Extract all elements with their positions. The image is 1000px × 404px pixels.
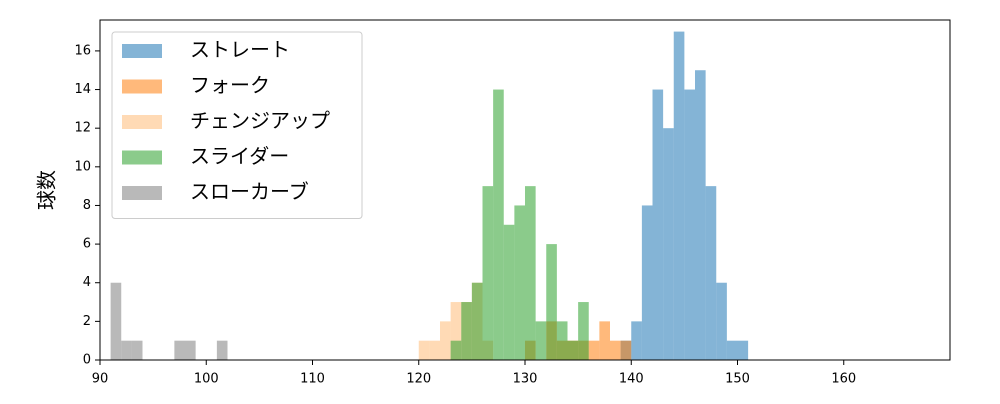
x-tick-label: 110 bbox=[300, 372, 325, 387]
bar bbox=[131, 340, 143, 360]
y-axis-label: 球数 bbox=[35, 170, 59, 210]
y-tick-label: 10 bbox=[74, 159, 91, 174]
bar bbox=[482, 186, 494, 360]
bar bbox=[684, 89, 695, 360]
y-tick-label: 14 bbox=[74, 82, 91, 97]
x-tick-label: 160 bbox=[831, 372, 856, 387]
x-tick-label: 130 bbox=[513, 372, 538, 387]
bar bbox=[418, 340, 430, 360]
bar bbox=[578, 302, 589, 360]
legend-swatch bbox=[122, 186, 162, 200]
bar bbox=[525, 186, 536, 360]
bar bbox=[695, 70, 706, 361]
bar bbox=[461, 302, 472, 360]
bar bbox=[450, 302, 462, 360]
y-tick-label: 12 bbox=[74, 121, 91, 136]
bar bbox=[174, 340, 185, 360]
bar bbox=[110, 282, 122, 360]
bar bbox=[503, 224, 515, 360]
bar bbox=[514, 205, 525, 360]
x-tick-label: 150 bbox=[725, 372, 750, 387]
bar bbox=[185, 340, 196, 360]
bar bbox=[429, 340, 440, 360]
bar bbox=[216, 340, 228, 360]
bar bbox=[716, 282, 727, 360]
x-tick-label: 140 bbox=[619, 372, 644, 387]
bar bbox=[588, 340, 600, 360]
bar bbox=[673, 31, 685, 360]
x-tick-label: 100 bbox=[194, 372, 219, 387]
x-tick-label: 90 bbox=[92, 372, 109, 387]
bar bbox=[663, 128, 674, 360]
y-tick-label: 8 bbox=[83, 198, 91, 213]
bar bbox=[610, 340, 621, 360]
bar bbox=[546, 244, 557, 360]
bar bbox=[440, 321, 451, 360]
bar bbox=[450, 340, 462, 360]
legend-swatch bbox=[122, 44, 162, 58]
bar bbox=[652, 89, 664, 360]
bar bbox=[599, 321, 610, 360]
legend-swatch bbox=[122, 115, 162, 129]
bar bbox=[493, 89, 504, 360]
bar bbox=[737, 340, 749, 360]
bar bbox=[631, 321, 642, 360]
bar bbox=[121, 340, 132, 360]
bar bbox=[567, 340, 579, 360]
legend-label: ストレート bbox=[190, 38, 290, 62]
legend-label: スライダー bbox=[190, 144, 289, 168]
bar bbox=[471, 282, 483, 360]
bar bbox=[726, 340, 738, 360]
y-tick-label: 6 bbox=[83, 237, 91, 252]
y-tick-label: 0 bbox=[83, 353, 91, 368]
legend-swatch bbox=[122, 79, 162, 94]
y-tick-label: 16 bbox=[74, 43, 91, 58]
bar bbox=[620, 340, 632, 360]
bar bbox=[705, 186, 717, 360]
legend-swatch bbox=[122, 150, 162, 165]
bar bbox=[641, 205, 653, 360]
legend-label: スローカーブ bbox=[190, 180, 309, 204]
x-tick-label: 120 bbox=[406, 372, 431, 387]
legend-box bbox=[111, 31, 363, 219]
legend-label: チェンジアップ bbox=[190, 109, 330, 133]
bar bbox=[556, 321, 568, 360]
y-tick-label: 2 bbox=[83, 314, 91, 329]
y-tick-label: 4 bbox=[83, 275, 91, 290]
bar bbox=[535, 321, 547, 360]
legend-label: フォーク bbox=[190, 73, 270, 97]
